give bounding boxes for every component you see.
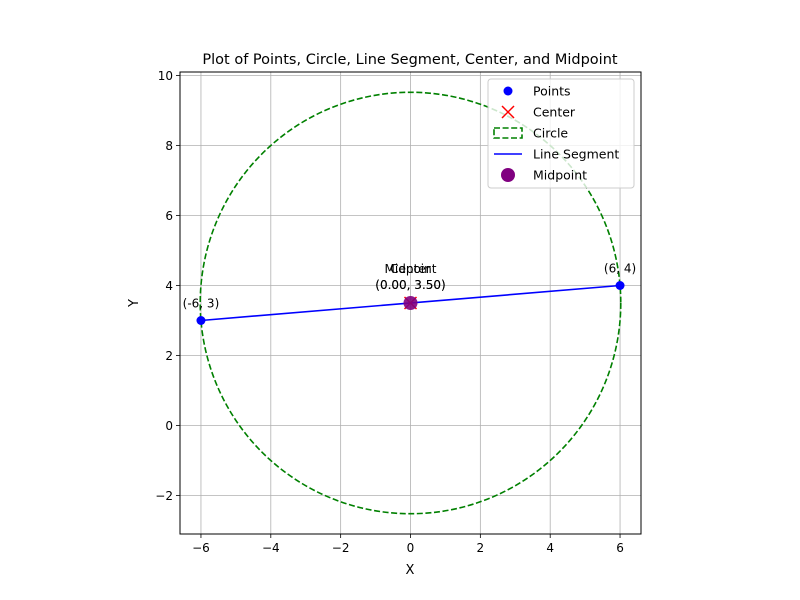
x-tick-label: 0 [407, 541, 415, 555]
x-tick-label: −4 [262, 541, 280, 555]
chart-title: Plot of Points, Circle, Line Segment, Ce… [202, 52, 617, 68]
legend-points-marker [503, 86, 513, 96]
point-label: (6, 4) [604, 262, 636, 276]
annotation-title: Center [390, 262, 430, 276]
y-axis-label: Y [127, 299, 142, 308]
legend-center-label: Center [533, 105, 576, 120]
y-tick-label: 2 [165, 349, 173, 363]
x-axis-label: X [406, 563, 415, 578]
annotation-coords: (0.00, 3.50) [375, 278, 445, 292]
circle-outline [199, 91, 622, 515]
x-tick-label: −6 [192, 541, 210, 555]
y-tick-label: −2 [155, 489, 173, 503]
y-tick-label: 8 [165, 139, 173, 153]
legend-center-marker [501, 105, 515, 119]
legend: Points Center Circle Line Segment Midpoint [487, 78, 635, 189]
midpoint-marker [403, 296, 418, 310]
legend-line-label: Line Segment [533, 147, 619, 162]
point-label: (-6, 3) [183, 297, 220, 311]
point-marker [196, 316, 206, 325]
x-tick-label: 6 [616, 541, 624, 555]
y-tick-label: 6 [165, 209, 173, 223]
y-tick-label: 10 [158, 69, 173, 83]
y-tick-label: 4 [165, 279, 173, 293]
legend-midpoint-marker [501, 168, 515, 182]
annotation-title: Midpoint [385, 262, 437, 276]
legend-circle-marker [493, 127, 523, 139]
x-tick-label: −2 [332, 541, 350, 555]
point-marker [615, 281, 625, 290]
plot-area: (-6, 3)(6, 4)Center(0.00, 3.50)Midpoint(… [183, 91, 636, 515]
legend-midpoint-label: Midpoint [533, 168, 587, 183]
legend-box [487, 78, 635, 189]
annotation-coords: (0.00, 3.50) [375, 278, 445, 292]
x-tick-label: 2 [477, 541, 485, 555]
ticks: −6 −4 −2 0 2 4 6 −2 0 2 4 6 8 10 [155, 69, 624, 555]
legend-circle-label: Circle [533, 126, 568, 141]
y-tick-label: 0 [165, 419, 173, 433]
x-tick-label: 4 [546, 541, 554, 555]
legend-points-label: Points [533, 84, 571, 99]
